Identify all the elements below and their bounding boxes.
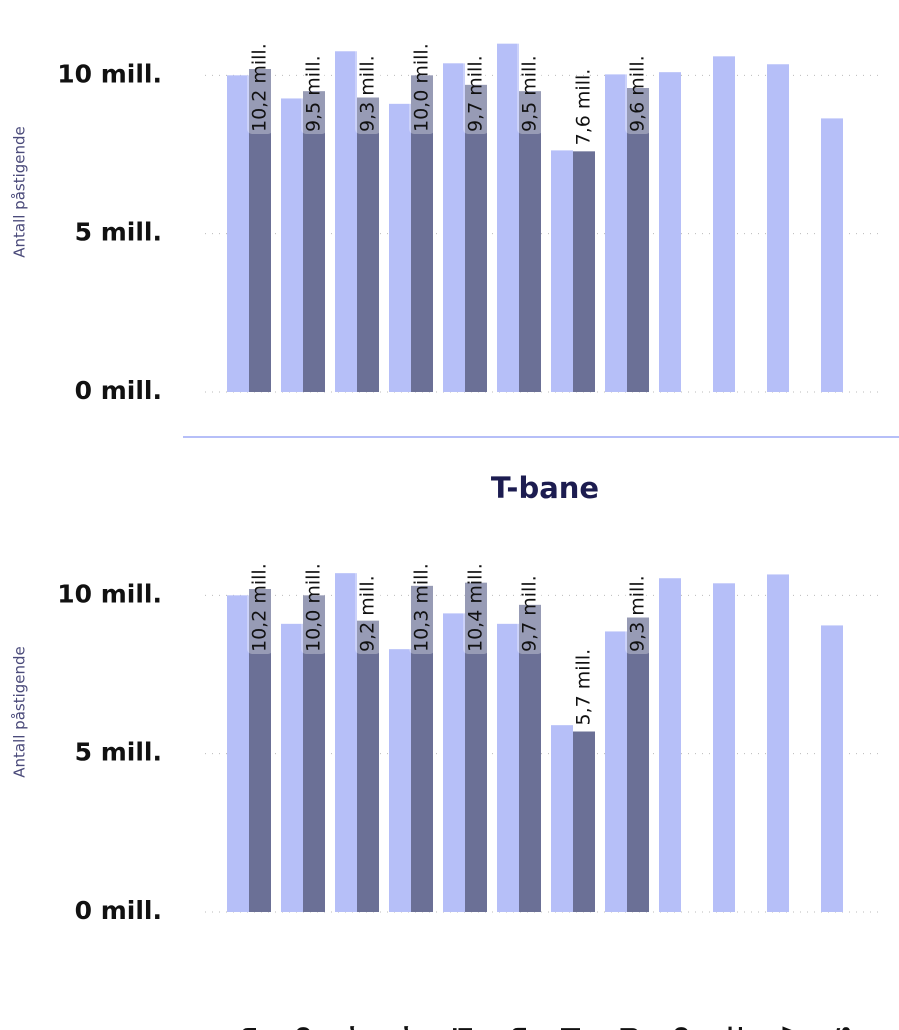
bar [767,574,789,912]
bar [551,150,573,392]
bar [627,88,649,392]
label-box [463,12,489,134]
label-box [409,12,435,134]
label-box [355,532,381,654]
data-label: 9,7 mill. [519,575,541,652]
data-label: 9,3 mill. [357,55,379,132]
bar [497,623,519,912]
bar [713,56,735,392]
bar [281,623,303,912]
label-box [517,12,543,134]
y-tick-label: 10 mill. [57,579,162,608]
label-box [301,532,327,654]
data-label: 10,2 mill. [249,563,271,652]
label-box [625,12,651,134]
label-box [409,532,435,654]
data-label: 9,7 mill. [465,55,487,132]
x-tick-label: Okt [719,1026,748,1030]
bar [303,595,325,912]
bar [767,64,789,392]
y-tick-label: 5 mill. [75,218,162,247]
data-label: 9,6 mill. [627,55,649,132]
bar [659,72,681,393]
bar [821,118,843,393]
data-label: 9,5 mill. [303,55,325,132]
y-tick-label: 0 mill. [75,376,162,405]
bar [389,649,411,912]
x-tick-label: Aug [611,1026,640,1030]
bar [389,103,411,392]
data-label: 10,4 mill. [465,563,487,652]
bar [465,582,487,912]
bar [551,725,573,912]
data-label: 10,0 mill. [303,563,325,652]
bar [573,731,595,912]
x-tick-label: Jul [557,1026,586,1030]
bar [335,51,357,393]
y-axis-title: Antall påstigende [11,126,29,258]
x-tick-label: Des [827,1026,856,1030]
x-tick-label: Sep [665,1026,694,1030]
bar [411,75,433,392]
label-box [625,532,651,654]
x-tick-label: Nov [773,1026,802,1030]
label-box [517,532,543,654]
bar [411,585,433,912]
x-tick-label: Jun [503,1026,532,1030]
y-tick-label: 5 mill. [75,738,162,767]
bar [357,620,379,912]
label-box [463,532,489,654]
bar [227,75,249,392]
bar [227,595,249,912]
label-box [301,12,327,134]
bar [605,631,627,912]
bar [627,617,649,912]
bar [497,43,519,393]
y-axis-title: Antall påstigende [11,646,29,778]
chart-title: T-bane [491,471,599,505]
data-label: 10,0 mill. [411,43,433,132]
bar [519,604,541,912]
x-tick-label: Mai [449,1026,478,1030]
y-tick-label: 10 mill. [57,59,162,88]
data-label: 10,2 mill. [249,43,271,132]
data-label: 9,3 mill. [627,575,649,652]
data-label: 7,6 mill. [573,69,595,146]
bar [443,613,465,912]
bar [659,578,681,912]
x-tick-label: Mar [341,1025,370,1030]
bar [335,573,357,912]
data-label: 9,5 mill. [519,55,541,132]
bar [249,589,271,912]
bar [605,74,627,392]
x-tick-label: Jan [233,1026,262,1030]
bar [821,625,843,912]
data-label: 10,3 mill. [411,563,433,652]
label-box [247,12,273,134]
bar [281,98,303,392]
x-tick-label: Feb [287,1026,316,1030]
bar [465,84,487,392]
label-box [355,12,381,134]
x-tick-label: Apr [395,1025,424,1030]
bar [573,151,595,392]
bar [519,91,541,393]
data-label: 9,2 mill. [357,575,379,652]
data-label: 5,7 mill. [573,649,595,726]
label-box [247,532,273,654]
bar [357,97,379,392]
bar [249,69,271,392]
bar [303,91,325,393]
y-tick-label: 0 mill. [75,896,162,925]
bar [713,583,735,912]
bar [443,63,465,393]
